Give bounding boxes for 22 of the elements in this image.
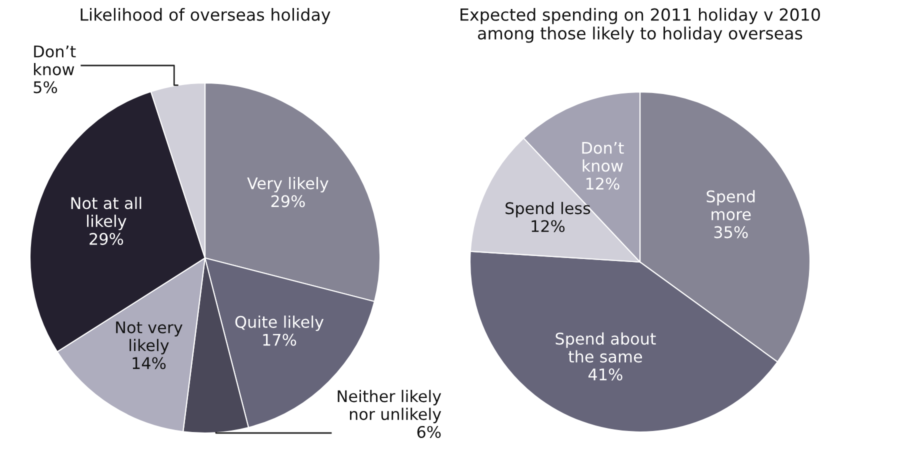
slice-label: Neither likely nor unlikely xyxy=(338,390,442,424)
data-label: 17% xyxy=(263,334,296,346)
data-label: 5% xyxy=(34,81,58,94)
slice-label: Quite likely xyxy=(235,316,324,332)
slice-label: Spend more xyxy=(706,190,755,220)
slice-label: Not very likely xyxy=(116,322,182,354)
slice-label: Not at all likely xyxy=(71,196,142,230)
slice-label: Very likely xyxy=(247,176,328,192)
data-label: 35% xyxy=(714,226,748,238)
data-label: 14% xyxy=(132,357,166,370)
slice-label: Spend less xyxy=(506,202,590,218)
slice-label: Don’t know xyxy=(582,142,624,172)
data-label: 29% xyxy=(90,232,124,245)
chart-title: Expected spending on 2011 holiday v 2010 among those likely to holiday overseas xyxy=(460,8,820,43)
slice-label: Don’t know xyxy=(34,46,76,76)
slice-label: Spend about the same xyxy=(556,332,656,363)
data-label: 41% xyxy=(588,368,622,380)
data-label: 29% xyxy=(271,195,305,208)
data-label: 12% xyxy=(532,220,565,232)
data-label: 6% xyxy=(417,426,441,438)
chart-title: Likelihood of overseas holiday xyxy=(80,8,330,24)
data-label: 12% xyxy=(586,178,620,190)
